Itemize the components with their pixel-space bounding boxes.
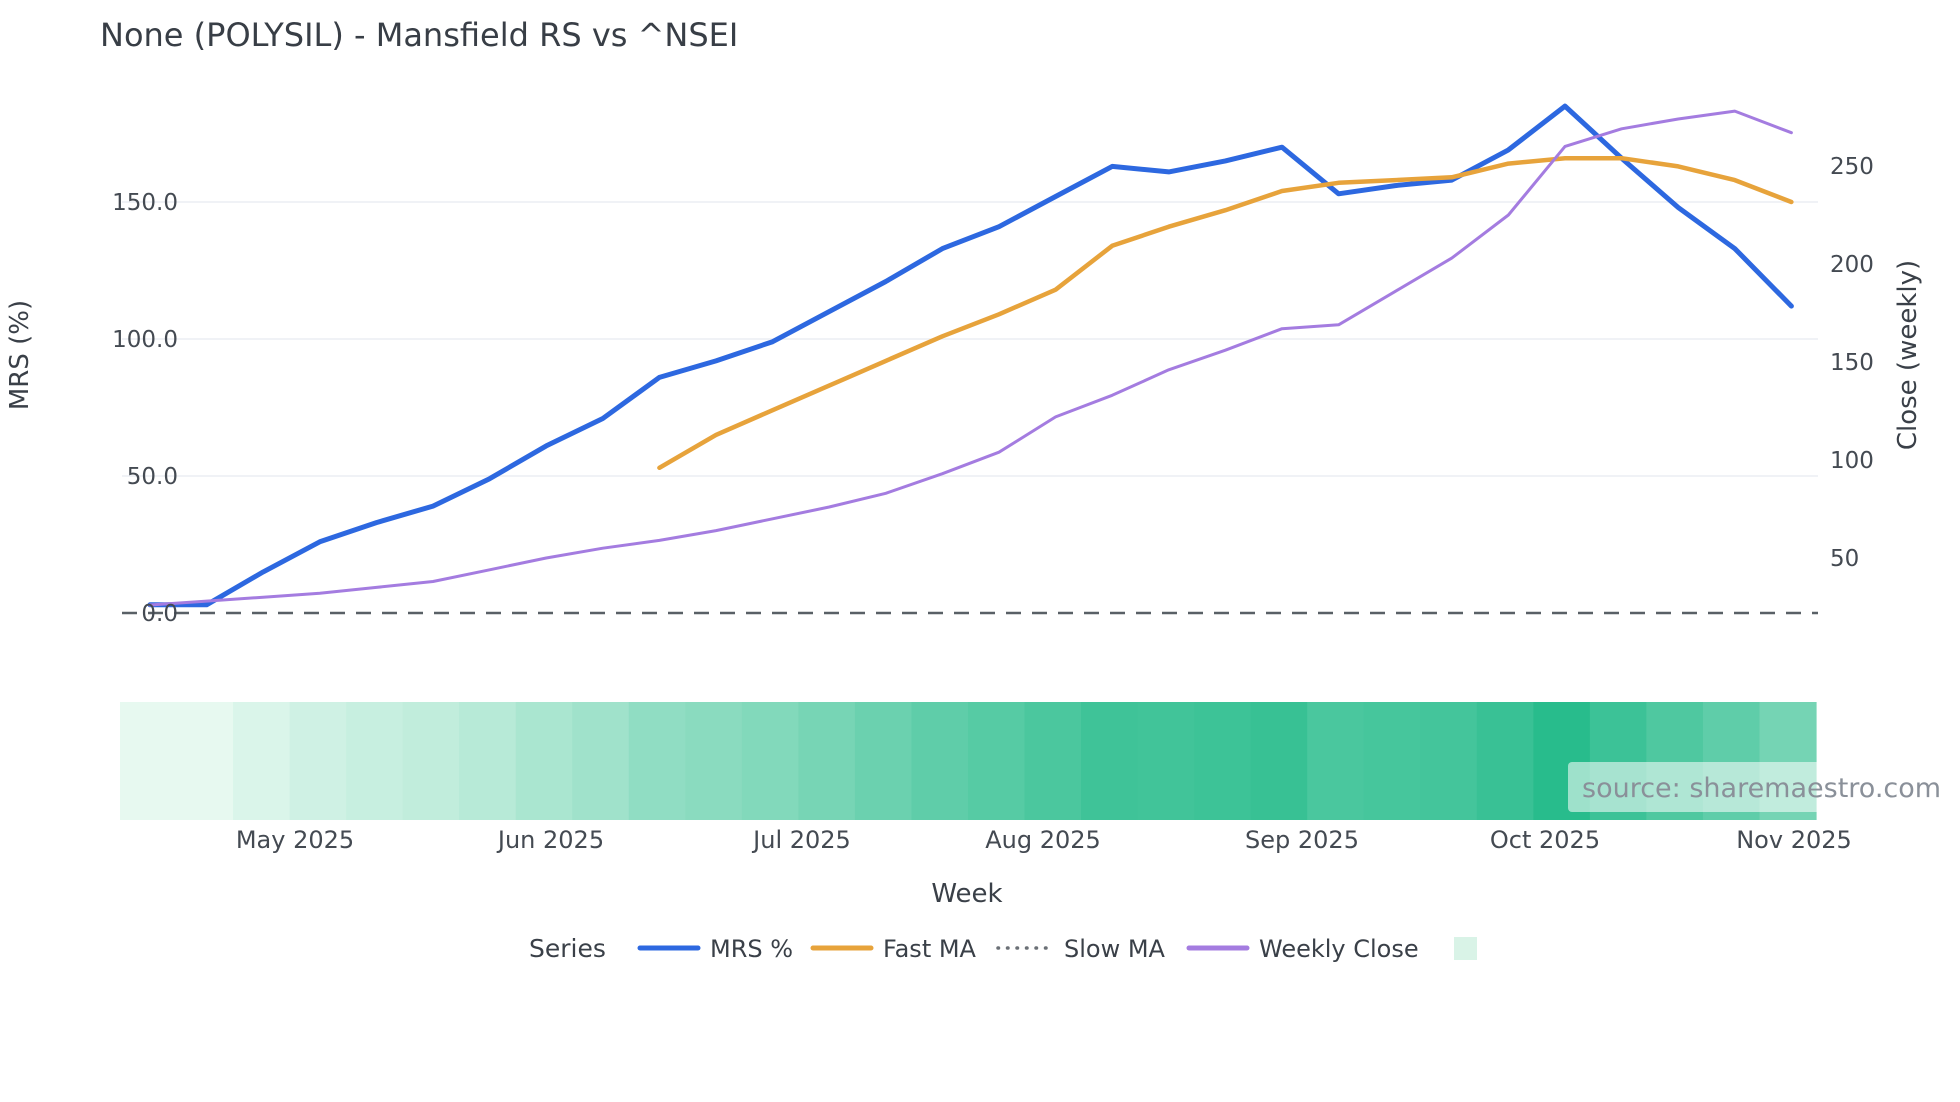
x-axis-title: Week bbox=[931, 879, 1002, 909]
heatmap-cell[interactable] bbox=[176, 702, 234, 820]
heatmap-cell[interactable] bbox=[120, 702, 178, 820]
right-tick-label: 50 bbox=[1830, 546, 1859, 572]
right-tick-label: 100 bbox=[1830, 448, 1874, 474]
x-tick-label: Jul 2025 bbox=[751, 826, 851, 854]
left-tick-label: 50.0 bbox=[127, 464, 178, 490]
chart-title: None (POLYSIL) - Mansfield RS vs ^NSEI bbox=[100, 16, 738, 54]
left-tick-label: 150.0 bbox=[112, 190, 178, 216]
gridlines bbox=[122, 201, 1818, 477]
legend-item-fast-ma[interactable]: Fast MA bbox=[883, 935, 977, 963]
heatmap-cell[interactable] bbox=[1024, 702, 1082, 820]
heatmap-cell[interactable] bbox=[1363, 702, 1421, 820]
heatmap-cell[interactable] bbox=[685, 702, 743, 820]
x-axis-ticks: May 2025 Jun 2025 Jul 2025 Aug 2025 Sep 2025… bbox=[236, 826, 1852, 854]
legend-item-mrs-[interactable]: MRS % bbox=[710, 935, 793, 963]
source-text: source: sharemaestro.com bbox=[1582, 773, 1941, 804]
legend-item-weekly-close[interactable]: Weekly Close bbox=[1259, 935, 1419, 963]
heatmap-cell[interactable] bbox=[515, 702, 573, 820]
source-annotation: source: sharemaestro.com bbox=[1568, 762, 1941, 812]
right-axis-title: Close (weekly) bbox=[1893, 260, 1923, 450]
heatmap-cell[interactable] bbox=[346, 702, 404, 820]
legend-title: Series bbox=[529, 934, 606, 963]
heatmap-cell[interactable] bbox=[1081, 702, 1139, 820]
right-axis-ticks: 250 200 150 100 50 bbox=[1830, 154, 1874, 572]
legend: Series MRS % Fast MA Slow MA Weekly Close bbox=[529, 934, 1477, 963]
heatmap-cell[interactable] bbox=[1307, 702, 1365, 820]
x-tick-label: Sep 2025 bbox=[1245, 826, 1359, 854]
right-tick-label: 200 bbox=[1830, 252, 1874, 278]
heatmap-cell[interactable] bbox=[1476, 702, 1534, 820]
heatmap-cell[interactable] bbox=[1250, 702, 1308, 820]
legend-swatch-heatmap[interactable] bbox=[1454, 937, 1477, 960]
right-tick-label: 150 bbox=[1830, 350, 1874, 376]
heatmap-cell[interactable] bbox=[798, 702, 856, 820]
x-tick-label: Aug 2025 bbox=[985, 826, 1101, 854]
left-tick-label: 0.0 bbox=[141, 601, 178, 627]
heatmap-cell[interactable] bbox=[911, 702, 969, 820]
left-axis-title: MRS (%) bbox=[5, 300, 35, 410]
series-lines bbox=[122, 103, 1818, 615]
heatmap-cell[interactable] bbox=[628, 702, 686, 820]
heatmap-band bbox=[120, 702, 1817, 820]
heatmap-cell[interactable] bbox=[741, 702, 799, 820]
heatmap-cell[interactable] bbox=[854, 702, 913, 820]
source-box bbox=[1568, 762, 1908, 812]
x-tick-label: Jun 2025 bbox=[496, 826, 604, 854]
heatmap-cell[interactable] bbox=[1137, 702, 1195, 820]
heatmap-cell[interactable] bbox=[1420, 702, 1478, 820]
heatmap-cell[interactable] bbox=[572, 702, 630, 820]
heatmap-cell[interactable] bbox=[233, 702, 291, 820]
left-tick-label: 100.0 bbox=[112, 327, 178, 353]
weekly-close-line[interactable] bbox=[148, 109, 1793, 607]
x-tick-label: Oct 2025 bbox=[1490, 826, 1600, 854]
x-tick-label: Nov 2025 bbox=[1736, 826, 1852, 854]
heatmap-cell[interactable] bbox=[289, 702, 347, 820]
heatmap-cell[interactable] bbox=[402, 702, 460, 820]
right-tick-label: 250 bbox=[1830, 154, 1874, 180]
heatmap-cell[interactable] bbox=[968, 702, 1026, 820]
heatmap-cell[interactable] bbox=[459, 702, 517, 820]
heatmap-cell[interactable] bbox=[1194, 702, 1252, 820]
mrs--line[interactable] bbox=[147, 103, 1794, 608]
left-axis-ticks: 150.0 100.0 50.0 0.0 bbox=[112, 190, 178, 627]
x-tick-label: May 2025 bbox=[236, 826, 354, 854]
legend-item-slow-ma[interactable]: Slow MA bbox=[1064, 935, 1166, 963]
fast-ma-line[interactable] bbox=[657, 155, 1794, 471]
